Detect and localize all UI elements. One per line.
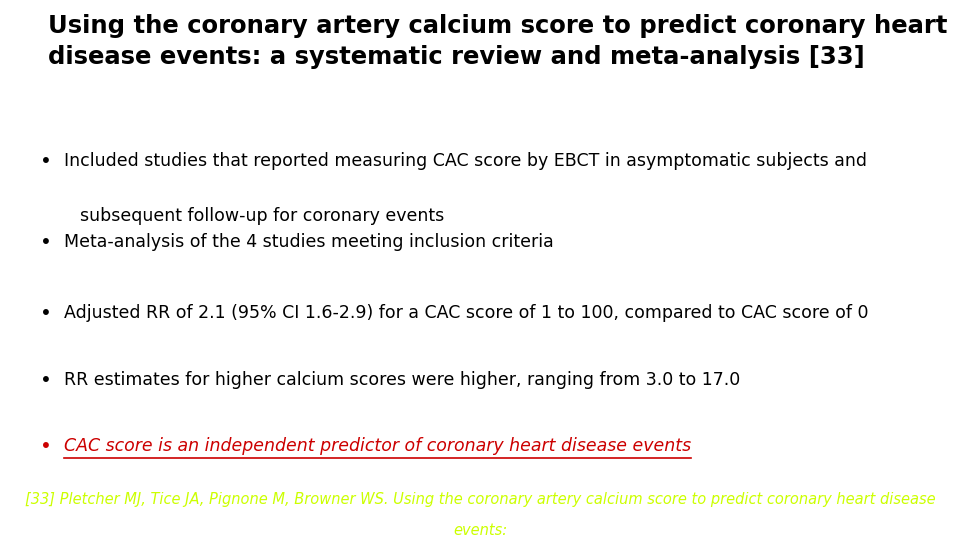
Text: events:: events: xyxy=(453,523,507,538)
Text: Using the coronary artery calcium score to predict coronary heart
disease events: Using the coronary artery calcium score … xyxy=(48,14,948,69)
Text: Adjusted RR of 2.1 (95% CI 1.6-2.9) for a CAC score of 1 to 100, compared to CAC: Adjusted RR of 2.1 (95% CI 1.6-2.9) for … xyxy=(64,304,869,322)
Text: [33] Pletcher MJ, Tice JA, Pignone M, Browner WS. Using the coronary artery calc: [33] Pletcher MJ, Tice JA, Pignone M, Br… xyxy=(25,491,935,507)
Text: •: • xyxy=(40,233,52,252)
Text: CAC score is an independent predictor of coronary heart disease events: CAC score is an independent predictor of… xyxy=(64,437,691,455)
Text: subsequent follow-up for coronary events: subsequent follow-up for coronary events xyxy=(80,207,444,225)
Text: •: • xyxy=(40,152,52,171)
Text: RR estimates for higher calcium scores were higher, ranging from 3.0 to 17.0: RR estimates for higher calcium scores w… xyxy=(64,370,740,389)
Text: Included studies that reported measuring CAC score by EBCT in asymptomatic subje: Included studies that reported measuring… xyxy=(64,152,867,170)
Text: •: • xyxy=(40,370,52,390)
Text: •: • xyxy=(40,437,52,456)
Text: •: • xyxy=(40,304,52,323)
Text: Meta-analysis of the 4 studies meeting inclusion criteria: Meta-analysis of the 4 studies meeting i… xyxy=(64,233,554,251)
